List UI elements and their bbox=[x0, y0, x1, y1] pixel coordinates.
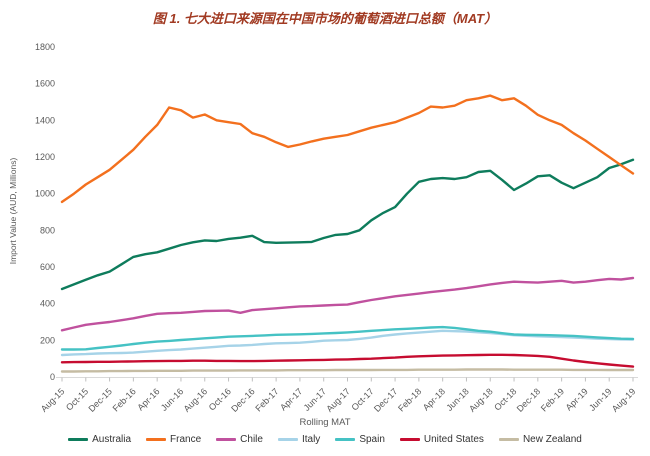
x-tick-label: Oct-17 bbox=[350, 386, 376, 412]
x-tick-label: Aug-17 bbox=[324, 386, 352, 414]
y-tick-label: 600 bbox=[40, 262, 55, 272]
x-tick-label: Oct-18 bbox=[492, 386, 518, 412]
legend-label-france: France bbox=[170, 434, 202, 445]
legend-swatch-chile bbox=[216, 438, 237, 441]
legend-swatch-united-states bbox=[399, 438, 420, 441]
legend-label-spain: Spain bbox=[359, 434, 385, 445]
x-axis-title: Rolling MAT bbox=[299, 417, 351, 428]
x-tick-label: Apr-17 bbox=[278, 386, 304, 412]
series-line-france bbox=[60, 94, 635, 204]
legend-item-france: France bbox=[146, 434, 201, 445]
plot-area: Aug-15Oct-15Dec-15Feb-16Apr-16Jun-16Aug-… bbox=[35, 42, 638, 414]
legend-swatch-italy bbox=[277, 438, 298, 441]
series-line-spain bbox=[60, 325, 635, 351]
x-tick-label: Oct-15 bbox=[64, 386, 90, 412]
x-tick-label: Aug-18 bbox=[467, 386, 495, 414]
x-tick-label: Feb-17 bbox=[253, 386, 280, 413]
legend-item-united-states: United States bbox=[399, 434, 484, 445]
x-tick-label: Feb-18 bbox=[396, 386, 423, 413]
series-line-australia bbox=[60, 158, 635, 291]
x-tick-label: Jun-16 bbox=[159, 386, 186, 413]
series-line-italy bbox=[60, 329, 635, 357]
legend-label-chile: Chile bbox=[240, 434, 263, 445]
x-tick-label: Jun-17 bbox=[302, 386, 329, 413]
legend-label-australia: Australia bbox=[92, 434, 132, 445]
x-tick-label: Apr-18 bbox=[421, 386, 447, 412]
x-tick-label: Aug-16 bbox=[182, 386, 210, 414]
series-line-new-zealand bbox=[60, 368, 635, 373]
x-tick-label: Apr-16 bbox=[135, 386, 161, 412]
legend-item-spain: Spain bbox=[335, 434, 385, 445]
x-tick-label: Oct-16 bbox=[207, 386, 233, 412]
legend-swatch-france bbox=[146, 438, 167, 441]
y-tick-label: 200 bbox=[40, 335, 55, 345]
y-tick-label: 1800 bbox=[35, 42, 55, 52]
figure-title: 图 1. 七大进口来源国在中国市场的葡萄酒进口总额（MAT） bbox=[152, 11, 498, 26]
legend: Australia France Chile Italy Spain United Sta… bbox=[0, 434, 650, 445]
x-tick-label: Dec-18 bbox=[515, 386, 543, 414]
legend-item-chile: Chile bbox=[216, 434, 263, 445]
x-tick-label: Aug-19 bbox=[610, 386, 638, 414]
x-tick-label: Dec-16 bbox=[229, 386, 257, 414]
legend-swatch-spain bbox=[335, 438, 356, 441]
y-tick-label: 0 bbox=[50, 372, 55, 382]
y-tick-label: 1600 bbox=[35, 79, 55, 89]
legend-swatch-new-zealand bbox=[498, 438, 519, 441]
legend-label-united-states: United States bbox=[423, 434, 484, 445]
y-tick-label: 400 bbox=[40, 299, 55, 309]
series-line-chile bbox=[60, 276, 635, 332]
legend-item-new-zealand: New Zealand bbox=[498, 434, 582, 445]
legend-label-italy: Italy bbox=[301, 434, 321, 445]
x-tick-label: Feb-19 bbox=[539, 386, 566, 413]
legend-item-italy: Italy bbox=[277, 434, 321, 445]
x-tick-label: Dec-17 bbox=[372, 386, 400, 414]
x-tick-label: Jun-19 bbox=[587, 386, 614, 413]
series-line-united-states bbox=[60, 353, 635, 368]
legend-item-australia: Australia bbox=[68, 434, 131, 445]
y-tick-label: 1200 bbox=[35, 152, 55, 162]
legend-swatch-australia bbox=[68, 438, 89, 441]
x-tick-label: Dec-15 bbox=[86, 386, 114, 414]
y-tick-label: 1000 bbox=[35, 189, 55, 199]
y-tick-label: 1400 bbox=[35, 115, 55, 125]
y-tick-label: 800 bbox=[40, 225, 55, 235]
legend-label-new-zealand: New Zealand bbox=[522, 434, 582, 445]
x-tick-label: Apr-19 bbox=[564, 386, 590, 412]
x-tick-label: Feb-16 bbox=[111, 386, 138, 413]
x-tick-label: Aug-15 bbox=[39, 386, 67, 414]
x-tick-label: Jun-18 bbox=[444, 386, 471, 413]
